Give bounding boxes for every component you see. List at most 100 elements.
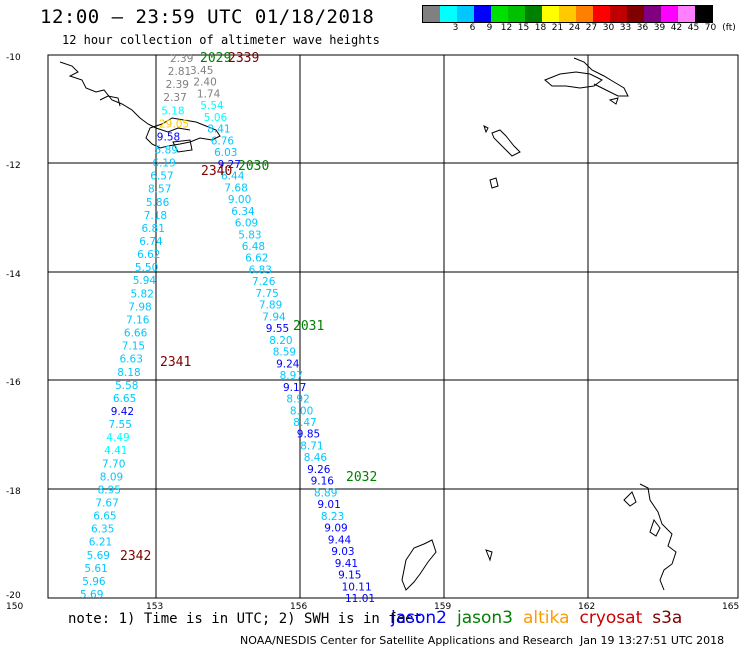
wave-height-value: 5.89 bbox=[155, 145, 178, 157]
rennell-islet bbox=[483, 125, 489, 134]
wave-height-value: 7.26 bbox=[252, 276, 276, 288]
wave-height-value: 6.65 bbox=[113, 393, 136, 405]
legend-label: 33 bbox=[619, 23, 632, 33]
chesterfield-islands bbox=[401, 539, 437, 591]
wave-height-value: 3.45 bbox=[190, 65, 213, 77]
wave-height-value: 5.58 bbox=[115, 380, 138, 392]
wave-height-value: 6.74 bbox=[139, 236, 163, 248]
jason3-track-west: 2.392.812.392.375.1829.059.585.896.196.5… bbox=[80, 53, 193, 601]
pass-time-label: 2030 bbox=[238, 159, 269, 174]
jason3-track-east: 3.452.401.745.545.068.416.766.039.276.44… bbox=[190, 65, 375, 605]
legend-label: 15 bbox=[517, 23, 530, 33]
wave-height-value: 8.00 bbox=[290, 405, 313, 417]
longitude-label: 150 bbox=[6, 602, 24, 612]
pass-time-label: 2341 bbox=[160, 355, 191, 370]
latitude-label: -18 bbox=[6, 487, 21, 497]
legend-swatch bbox=[542, 6, 559, 22]
wave-height-value: 9.42 bbox=[111, 406, 134, 418]
wave-height-value: 7.55 bbox=[109, 419, 132, 431]
longitude-label: 153 bbox=[146, 602, 164, 612]
legend-label: 39 bbox=[653, 23, 666, 33]
vanuatu-islet bbox=[623, 491, 637, 507]
legend-label: 45 bbox=[687, 23, 700, 33]
legend-label: 21 bbox=[551, 23, 564, 33]
color-scale-legend bbox=[422, 5, 713, 23]
wave-height-value: 5.61 bbox=[84, 563, 107, 575]
legend-label: 12 bbox=[500, 23, 513, 33]
wave-height-value: 5.06 bbox=[204, 112, 228, 124]
wave-height-value: 8.20 bbox=[269, 335, 292, 347]
wave-height-value: 8.46 bbox=[304, 452, 328, 464]
coastlines bbox=[59, 57, 677, 591]
new-guinea-coast bbox=[59, 61, 191, 133]
satellite-s3a: s3a bbox=[652, 608, 683, 628]
rennell-island bbox=[491, 129, 521, 157]
map-subtitle: 12 hour collection of altimeter wave hei… bbox=[62, 33, 380, 47]
legend-swatch bbox=[593, 6, 610, 22]
legend-label: 70 bbox=[704, 23, 717, 33]
wave-height-value: 8.89 bbox=[314, 487, 337, 499]
longitude-label: 156 bbox=[290, 602, 308, 612]
wave-height-value: 5.69 bbox=[80, 589, 103, 601]
latitude-label: -12 bbox=[6, 161, 21, 171]
wave-height-value: 6.65 bbox=[93, 511, 116, 523]
credit-text: NOAA/NESDIS Center for Satellite Applica… bbox=[240, 634, 574, 647]
wave-height-value: 6.63 bbox=[120, 354, 143, 366]
wave-height-value: 8.71 bbox=[300, 441, 323, 453]
new-guinea-inlet bbox=[99, 95, 121, 107]
wave-height-value: 6.48 bbox=[242, 241, 265, 253]
wave-height-value: 7.67 bbox=[95, 498, 118, 510]
latitude-label: -14 bbox=[6, 270, 21, 280]
legend-label: 30 bbox=[602, 23, 615, 33]
wave-height-value: 7.98 bbox=[128, 301, 151, 313]
legend-label: 9 bbox=[486, 23, 493, 33]
wave-height-value: 9.01 bbox=[317, 499, 340, 511]
wave-height-value: 6.21 bbox=[89, 537, 112, 549]
wave-height-value: 9.24 bbox=[276, 358, 300, 370]
footer-note: note: 1) Time is in UTC; 2) SWH is in fe… bbox=[68, 611, 423, 627]
wave-height-value: 6.83 bbox=[249, 265, 272, 277]
latitude-label: -10 bbox=[6, 53, 21, 63]
wave-height-value: 9.44 bbox=[328, 534, 352, 546]
wave-height-value: 6.81 bbox=[142, 223, 165, 235]
legend-swatch bbox=[695, 6, 712, 22]
pass-time-label: 2342 bbox=[120, 549, 151, 564]
legend-swatch bbox=[627, 6, 644, 22]
legend-swatch bbox=[440, 6, 457, 22]
graticule bbox=[48, 55, 738, 598]
wave-height-value: 6.03 bbox=[214, 147, 237, 159]
wave-height-value: 6.35 bbox=[91, 524, 114, 536]
wave-height-value: 9.16 bbox=[311, 476, 335, 488]
wave-height-value: 8.97 bbox=[280, 370, 303, 382]
wave-height-value: 1.74 bbox=[197, 89, 221, 101]
wave-height-value: 8.57 bbox=[148, 184, 171, 196]
wave-height-value: 9.15 bbox=[338, 570, 361, 582]
latitude-label: -16 bbox=[6, 378, 21, 388]
pass-time-label: 2031 bbox=[293, 319, 324, 334]
wave-height-value: 6.09 bbox=[235, 218, 258, 230]
wave-height-value: 7.15 bbox=[122, 341, 145, 353]
wave-height-value: 9.27 bbox=[218, 159, 241, 171]
legend-label: 24 bbox=[568, 23, 581, 33]
wave-height-value: 9.55 bbox=[266, 323, 289, 335]
wave-height-value: 6.57 bbox=[150, 171, 173, 183]
solomon-island-b bbox=[573, 57, 629, 97]
wave-height-value: 8.47 bbox=[293, 417, 316, 429]
louisiade-islands bbox=[145, 117, 221, 149]
legend-swatch bbox=[474, 6, 491, 22]
bellona-islet bbox=[485, 549, 493, 562]
wave-height-value: 7.18 bbox=[144, 210, 167, 222]
wave-height-value: 4.49 bbox=[106, 432, 129, 444]
legend-swatch bbox=[423, 6, 440, 22]
legend-swatch bbox=[644, 6, 661, 22]
wave-height-value: 7.94 bbox=[262, 311, 286, 323]
legend-swatch bbox=[525, 6, 542, 22]
wave-height-value: 6.44 bbox=[221, 171, 245, 183]
wave-height-value: 5.18 bbox=[161, 105, 184, 117]
wave-height-value: 9.00 bbox=[228, 194, 251, 206]
legend-swatch bbox=[559, 6, 576, 22]
wave-height-value: 5.50 bbox=[135, 262, 158, 274]
new-caledonia-islet bbox=[649, 518, 661, 537]
